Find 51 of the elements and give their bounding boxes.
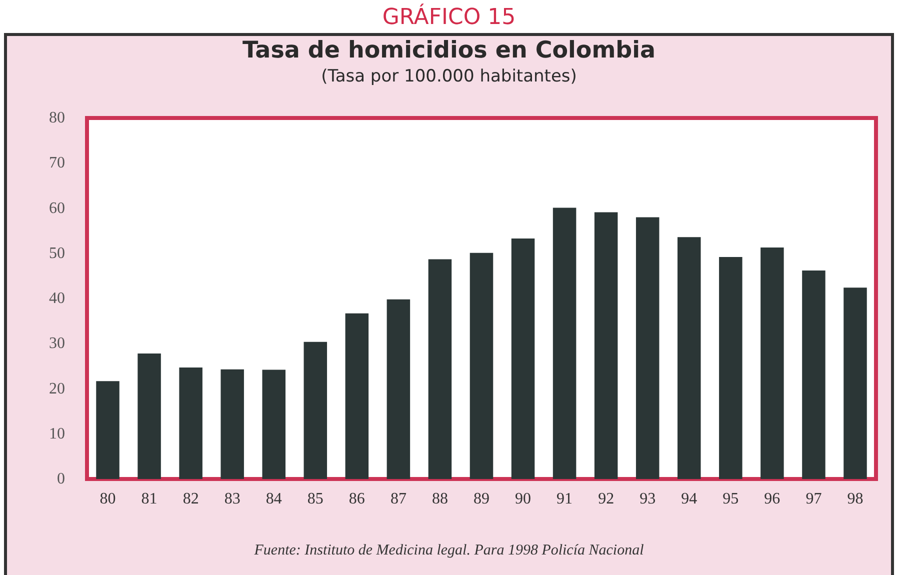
bar bbox=[594, 212, 618, 479]
bar bbox=[760, 248, 784, 479]
x-tick-label: 94 bbox=[681, 490, 698, 508]
x-tick-label: 92 bbox=[598, 490, 614, 508]
x-tick-label: 96 bbox=[764, 490, 780, 508]
bar bbox=[678, 237, 701, 479]
bar bbox=[802, 270, 826, 479]
x-tick-label: 84 bbox=[266, 490, 282, 508]
bar bbox=[345, 313, 369, 479]
bar bbox=[220, 369, 244, 479]
y-tick-label: 50 bbox=[49, 244, 65, 262]
y-tick-label: 60 bbox=[49, 200, 65, 217]
bar bbox=[179, 368, 202, 479]
y-tick-label: 70 bbox=[49, 154, 65, 172]
source-note: Fuente: Instituto de Medicina legal. Para 1998 Policía Nacional bbox=[253, 542, 644, 558]
x-tick-label: 93 bbox=[640, 490, 656, 508]
bar bbox=[386, 299, 410, 479]
x-tick-label: 88 bbox=[432, 490, 448, 508]
chart-subtitle: (Tasa por 100.000 habitantes) bbox=[321, 66, 577, 86]
y-tick-label: 40 bbox=[49, 290, 65, 307]
x-tick-label: 98 bbox=[847, 490, 864, 508]
x-tick-label: 80 bbox=[100, 490, 116, 508]
bar bbox=[470, 252, 494, 479]
x-tick-label: 83 bbox=[224, 490, 240, 508]
text: GRÁFICO 15 bbox=[381, 5, 517, 31]
y-tick-label: 80 bbox=[49, 110, 65, 126]
x-tick-label: 90 bbox=[515, 490, 532, 508]
bar bbox=[428, 259, 452, 479]
bar bbox=[96, 381, 120, 479]
x-tick-label: 89 bbox=[474, 490, 490, 508]
bar bbox=[844, 288, 867, 479]
y-tick-label: 20 bbox=[49, 380, 65, 398]
bar bbox=[138, 354, 161, 479]
bar bbox=[262, 370, 286, 479]
bar bbox=[719, 256, 742, 479]
bar bbox=[304, 342, 328, 479]
y-tick-label: 0 bbox=[57, 470, 65, 488]
x-tick-label: 82 bbox=[182, 490, 199, 508]
x-tick-label: 91 bbox=[556, 490, 573, 508]
x-tick-label: 87 bbox=[390, 490, 406, 508]
chart-title: Tasa de homicidios en Colombia bbox=[242, 38, 656, 64]
x-tick-label: 86 bbox=[348, 490, 365, 508]
bar bbox=[552, 208, 576, 479]
y-tick-label: 10 bbox=[49, 425, 65, 442]
x-tick-label: 95 bbox=[722, 490, 739, 508]
bar bbox=[636, 217, 660, 479]
x-tick-label: 81 bbox=[141, 490, 158, 508]
y-tick-label: 30 bbox=[49, 335, 65, 352]
x-tick-label: 85 bbox=[307, 490, 324, 508]
x-tick-label: 97 bbox=[806, 490, 822, 508]
bar bbox=[511, 238, 535, 479]
